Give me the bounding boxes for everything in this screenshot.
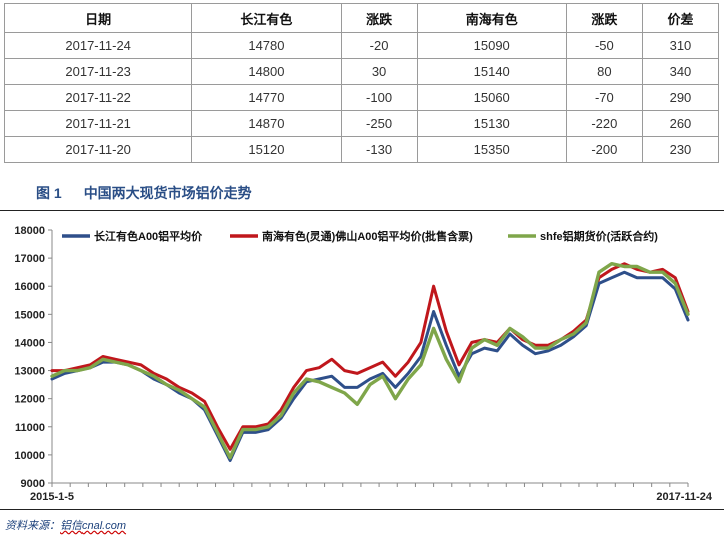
table-cell: 2017-11-21: [3, 110, 193, 137]
table-cell: 14800: [191, 58, 342, 85]
table-row: 2017-11-23 14800 30 15140 80 340: [3, 58, 720, 85]
header-change-2: 涨跌: [565, 3, 643, 33]
y-tick-label: 17000: [14, 253, 45, 265]
figure-caption: 中国两大现货市场铝价走势: [83, 185, 252, 201]
table-cell: 260: [641, 110, 720, 137]
table-cell: 14870: [191, 110, 342, 137]
header-spread: 价差: [641, 3, 720, 33]
table-cell: -130: [340, 136, 418, 163]
table-cell: 2017-11-22: [3, 84, 193, 111]
header-date: 日期: [3, 3, 193, 33]
source-site: cnal.com: [82, 520, 127, 532]
table-row: 2017-11-22 14770 -100 15060 -70 290: [3, 84, 720, 111]
table-cell: 15060: [416, 84, 567, 111]
y-tick-label: 12000: [14, 394, 45, 406]
y-tick-label: 16000: [14, 281, 45, 293]
table-cell: -20: [340, 32, 418, 59]
table-cell: 340: [641, 58, 720, 85]
table-cell: 15120: [191, 136, 342, 163]
x-start-label: 2015-1-5: [30, 491, 74, 503]
legend-label-3: shfe铝期货价(活跃合约): [540, 229, 658, 243]
table-cell: 30: [340, 58, 418, 85]
table-cell: -50: [565, 32, 643, 59]
table-header-row: 日期 长江有色 涨跌 南海有色 涨跌 价差: [3, 3, 720, 33]
y-tick-label: 13000: [14, 366, 45, 378]
table-cell: 2017-11-20: [3, 136, 193, 163]
table-cell: -70: [565, 84, 643, 111]
table-cell: -200: [565, 136, 643, 163]
table-cell: 15350: [416, 136, 567, 163]
price-table: 日期 长江有色 涨跌 南海有色 涨跌 价差 2017-11-24 14780 -…: [3, 3, 720, 163]
figure-number: 图 1: [36, 185, 62, 201]
table-cell: 15090: [416, 32, 567, 59]
series-line-2: [50, 262, 690, 451]
source-note: 资料来源：铝信cnal.com: [5, 517, 126, 533]
y-tick-label: 15000: [14, 309, 45, 321]
header-change-1: 涨跌: [340, 3, 418, 33]
table-cell: 230: [641, 136, 720, 163]
source-provider: 铝信: [60, 520, 82, 532]
legend-label-2: 南海有色(灵通)佛山A00铝平均价(批售含票): [262, 229, 473, 243]
y-tick-label: 18000: [14, 225, 45, 237]
table-row: 2017-11-21 14870 -250 15130 -220 260: [3, 110, 720, 137]
y-tick-label: 11000: [15, 422, 45, 434]
chart-frame: [0, 210, 724, 510]
table-cell: 80: [565, 58, 643, 85]
aluminum-price-chart: 9000 10000 11000 12000 13000 14000 15000 16000 1…: [14, 225, 713, 503]
table-cell: 2017-11-23: [3, 58, 193, 85]
table-row: 2017-11-24 14780 -20 15090 -50 310: [3, 32, 720, 59]
table-cell: -220: [565, 110, 643, 137]
table-cell: 290: [641, 84, 720, 111]
y-tick-label: 14000: [14, 337, 45, 349]
x-end-label: 2017-11-24: [656, 491, 713, 503]
y-tick-label: 10000: [14, 450, 45, 462]
series-line-3: [50, 262, 690, 460]
table-cell: 14780: [191, 32, 342, 59]
table-cell: 15140: [416, 58, 567, 85]
figure-title: 图 1 中国两大现货市场铝价走势: [36, 183, 252, 203]
table-cell: 14770: [191, 84, 342, 111]
header-nanhai: 南海有色: [416, 3, 567, 33]
table-cell: 15130: [416, 110, 567, 137]
table-cell: 2017-11-24: [3, 32, 193, 59]
legend-label-1: 长江有色A00铝平均价: [94, 229, 203, 243]
table-cell: -100: [340, 84, 418, 111]
table-cell: -250: [340, 110, 418, 137]
header-changjiang: 长江有色: [191, 3, 342, 33]
y-tick-label: 9000: [21, 478, 45, 490]
table-cell: 310: [641, 32, 720, 59]
source-prefix: 资料来源：: [5, 520, 60, 532]
table-row: 2017-11-20 15120 -130 15350 -200 230: [3, 136, 720, 163]
